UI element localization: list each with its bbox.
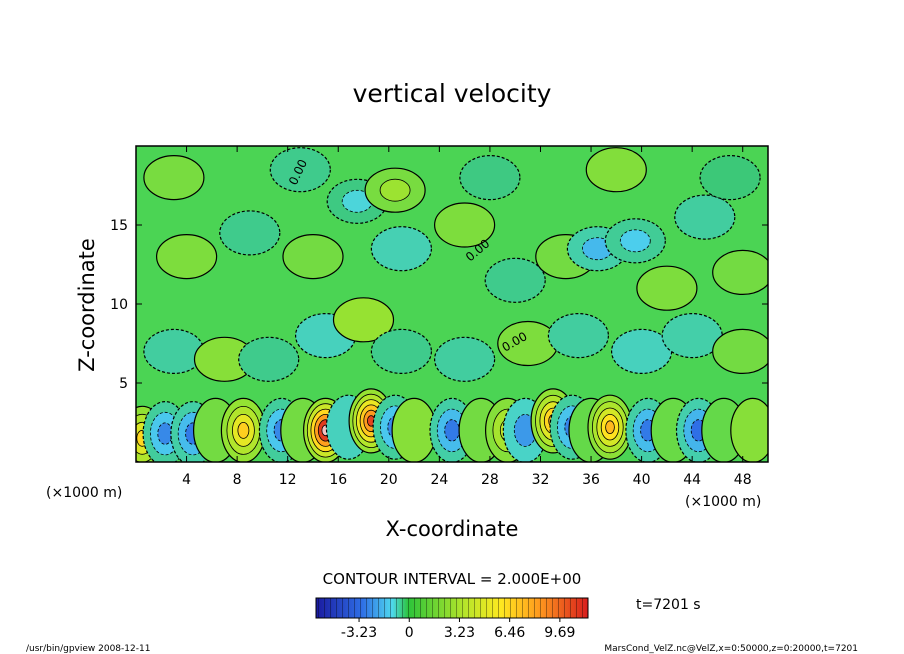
x-tick-label: 16 — [329, 472, 347, 488]
field-contour — [370, 328, 432, 374]
x-tick-label: 12 — [279, 472, 297, 488]
x-axis: 4 8 12 16 20 24 28 32 36 40 44 48 — [182, 146, 752, 488]
field-contour — [434, 336, 496, 382]
x-axis-label: X-coordinate — [386, 517, 519, 541]
field-cell — [484, 257, 546, 303]
footer-left: /usr/bin/gpview 2008-12-11 — [26, 644, 150, 654]
field-contour — [674, 194, 736, 240]
x-tick-label: 32 — [532, 472, 550, 488]
field-cell — [712, 328, 768, 374]
colorbar-tick-label: -3.23 — [341, 625, 377, 641]
colorbar: -3.23 0 3.23 6.46 9.69 — [315, 597, 589, 641]
colorbar-tick-label: 6.46 — [494, 625, 525, 641]
field-contour — [332, 297, 395, 343]
field-contour — [444, 419, 460, 442]
x-unit-label-left: (×1000 m) — [46, 485, 122, 501]
field-cell — [143, 328, 205, 374]
field-contour — [547, 313, 610, 359]
x-tick-label: 28 — [481, 472, 499, 488]
field-contour — [370, 226, 432, 272]
field-contour — [699, 155, 761, 201]
field-cell — [143, 155, 205, 201]
field-contour — [434, 202, 496, 248]
field-contour — [143, 328, 205, 374]
field-contour — [282, 234, 344, 280]
field-contour — [157, 422, 173, 445]
field-contour — [619, 229, 651, 253]
field-cell — [587, 394, 633, 460]
field-cell — [730, 397, 768, 462]
x-tick-label: 36 — [582, 472, 600, 488]
colorbar-frame — [315, 597, 589, 619]
field-contour — [219, 210, 281, 256]
field-contour — [636, 265, 698, 311]
field-cell — [604, 218, 666, 264]
field-cell — [220, 397, 266, 462]
field-cell — [674, 194, 736, 240]
velocity-field — [136, 147, 768, 462]
x-tick-label: 8 — [233, 472, 242, 488]
field-cell — [434, 202, 496, 248]
field-cell — [459, 155, 521, 201]
colorbar-ticks: -3.23 0 3.23 6.46 9.69 — [341, 618, 575, 641]
x-tick-label: 20 — [380, 472, 398, 488]
field-contour — [459, 155, 521, 201]
chart-title: vertical velocity — [353, 79, 552, 108]
x-tick-label: 24 — [430, 472, 448, 488]
field-cell — [332, 297, 395, 343]
x-tick-label: 40 — [633, 472, 651, 488]
contour-interval-label: CONTOUR INTERVAL = 2.000E+00 — [323, 570, 582, 588]
field-contour — [484, 257, 546, 303]
y-tick-label: 5 — [119, 376, 128, 392]
field-contour — [379, 178, 411, 202]
field-cell — [156, 234, 218, 280]
field-contour — [585, 147, 647, 193]
y-axis: 5 10 15 — [110, 218, 768, 392]
field-contour — [238, 336, 300, 382]
field-cell — [364, 167, 426, 213]
plot-area: 0.00 0.00 0.00 — [135, 145, 769, 463]
field-cell — [370, 226, 432, 272]
time-label: t=7201 s — [636, 597, 701, 613]
x-tick-label: 4 — [182, 472, 191, 488]
field-cell — [434, 336, 496, 382]
x-tick-label: 48 — [734, 472, 752, 488]
field-contour — [269, 147, 331, 193]
field-cell — [699, 155, 761, 201]
field-contour — [730, 397, 768, 462]
y-tick-label: 15 — [110, 218, 128, 234]
colorbar-tick-label: 3.23 — [444, 625, 475, 641]
field-cell — [370, 328, 432, 374]
field-cell — [238, 336, 300, 382]
footer-right: MarsCond_VelZ.nc@VelZ,x=0:50000,z=0:2000… — [604, 644, 858, 654]
field-cell — [712, 249, 768, 295]
field-contour — [712, 249, 768, 295]
field-cell — [547, 313, 610, 359]
y-axis-label: Z-coordinate — [75, 238, 99, 372]
field-contour — [156, 234, 218, 280]
field-cell — [282, 234, 344, 280]
y-tick-label: 10 — [110, 297, 128, 313]
field-cell — [219, 210, 281, 256]
colorbar-tick-label: 0 — [405, 625, 414, 641]
x-unit-label-right: (×1000 m) — [685, 494, 761, 510]
field-cell — [585, 147, 647, 193]
field-contour — [605, 420, 615, 435]
field-contour — [237, 421, 250, 439]
colorbar-bands — [316, 598, 588, 618]
field-contour — [143, 155, 205, 201]
field-contour — [712, 328, 768, 374]
colorbar-tick-label: 9.69 — [544, 625, 575, 641]
x-tick-label: 44 — [683, 472, 701, 488]
field-cell — [269, 147, 331, 193]
field-cell — [636, 265, 698, 311]
